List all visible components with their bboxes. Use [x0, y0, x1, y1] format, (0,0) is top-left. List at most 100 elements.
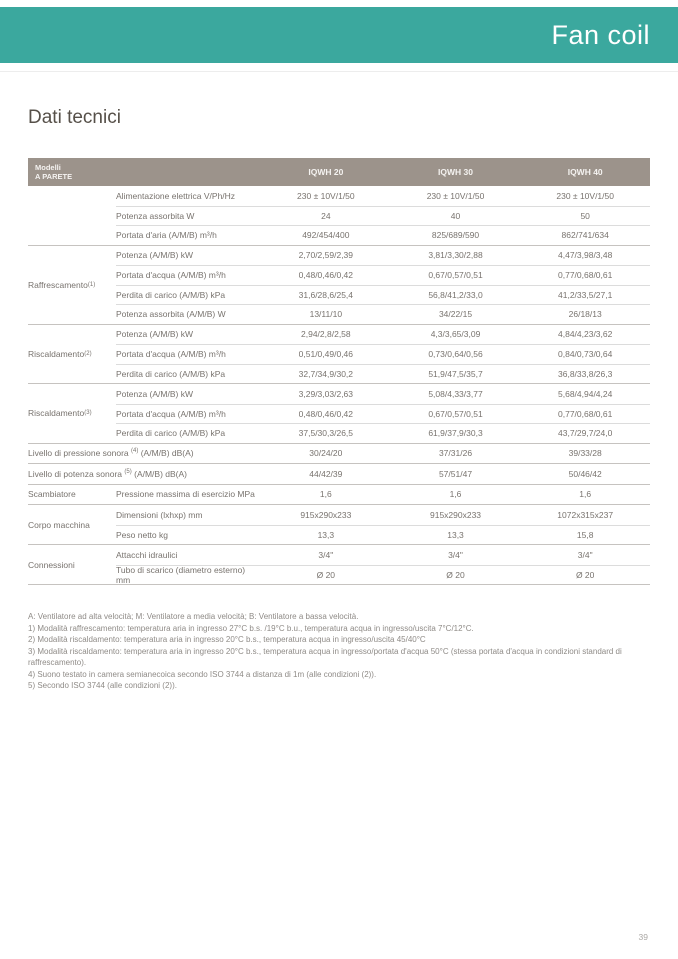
param-label: Alimentazione elettrica V/Ph/Hz: [116, 190, 236, 201]
value-cell: 3/4": [448, 549, 463, 560]
group-label: Connessioni: [28, 545, 116, 584]
value-cell: 56,8/41,2/33,0: [428, 289, 483, 300]
value-cell: 34/22/15: [438, 309, 473, 320]
group-rows: Potenza (A/M/B) kW 3,29/3,03/2,63 5,08/4,3…: [116, 384, 650, 443]
table-header-models-label: Modelli A PARETE: [28, 163, 261, 182]
value-cell: 37,5/30,3/26,5: [298, 428, 354, 439]
value-cell: 3,29/3,03/2,63: [298, 388, 354, 399]
value-cell: 3/4": [577, 549, 593, 560]
value-cell: 4,84/4,23/3,62: [558, 329, 613, 340]
row-label-suffix: (A/M/B) dB(A): [138, 448, 194, 459]
value-cell: 36,8/33,8/26,3: [558, 368, 613, 379]
value-cell: 0,67/0,57/0,51: [428, 408, 483, 419]
param-label: Potenza (A/M/B) kW: [116, 250, 193, 261]
value-cell: 3,81/3,30/2,88: [428, 250, 483, 261]
param-label: Portata d'acqua (A/M/B) m³/h: [116, 270, 226, 281]
param-label: Perdita di carico (A/M/B) kPa: [116, 368, 226, 379]
footnote-1: 1) Modalità raffrescamento: temperatura …: [28, 623, 474, 633]
group-label: Scambiatore: [28, 485, 116, 505]
row-label-suffix: (A/M/B) dB(A): [131, 468, 188, 479]
param-label: Attacchi idraulici: [116, 549, 178, 560]
value-cell: 0,51/0,49/0,46: [298, 349, 354, 360]
value-cell: 31,6/28,6/25,4: [298, 289, 354, 300]
group-label: Riscaldamento (3): [28, 408, 92, 419]
value-cell: 50/46/42: [568, 468, 602, 479]
value-cell: 13,3: [447, 529, 464, 540]
value-cell: 1,6: [579, 489, 592, 500]
footnote-3: 3) Modalità riscaldamento: temperatura a…: [28, 646, 622, 668]
table-row: Portata d'aria (A/M/B) m³/h 492/454/400 82…: [116, 225, 650, 245]
value-cell: 61,9/37,9/30,3: [428, 428, 483, 439]
value-cell: 50: [580, 210, 590, 221]
param-label: Dimensioni (lxhxp) mm: [116, 509, 203, 520]
param-label: Potenza assorbita (A/M/B) W: [116, 309, 226, 320]
param-label: Portata d'acqua (A/M/B) m³/h: [116, 408, 226, 419]
group-label: Riscaldamento (2): [28, 348, 92, 359]
value-cell: 0,48/0,46/0,42: [298, 408, 354, 419]
header-label-line2: A PARETE: [35, 172, 73, 181]
value-cell: 825/689/590: [431, 230, 480, 241]
value-cell: 4,3/3,65/3,09: [430, 329, 481, 340]
value-cell: 13/11/10: [309, 309, 343, 320]
group-label-text: Corpo macchina: [28, 519, 90, 530]
param-label: Portata d'aria (A/M/B) m³/h: [116, 230, 217, 241]
table-row: Portata d'acqua (A/M/B) m³/h 0,48/0,46/0,…: [116, 265, 650, 285]
value-cell: 230 ± 10V/1/50: [556, 190, 614, 201]
footnote-2: 2) Modalità riscaldamento: temperatura a…: [28, 635, 426, 644]
group-label-text: Riscaldamento: [28, 408, 85, 419]
value-cell: 57/51/47: [438, 468, 473, 479]
value-cell: 40: [450, 210, 461, 221]
param-label: Potenza (A/M/B) kW: [116, 388, 193, 399]
table-row: Potenza assorbita W 24 40 50: [116, 205, 650, 226]
header-divider: [0, 71, 678, 72]
value-cell: Ø 20: [575, 569, 595, 580]
table-body: Alimentazione elettrica V/Ph/Hz 230 ± 10V…: [28, 186, 650, 585]
param-label: Pressione massima di esercizio MPa: [116, 489, 255, 500]
footnotes: A: Ventilatore ad alta velocità; M: Vent…: [28, 611, 650, 692]
table-group: Raffrescamento (1) Potenza (A/M/B) kW 2,70/…: [28, 244, 650, 324]
value-cell: 41,2/33,5/27,1: [558, 289, 613, 300]
param-label: Tubo di scarico (diametro esterno) mm: [116, 564, 246, 585]
group-rows: Potenza (A/M/B) kW 2,70/2,59/2,39 3,81/3,3…: [116, 246, 650, 324]
table-row: Potenza (A/M/B) kW 3,29/3,03/2,63 5,08/4,3…: [116, 384, 650, 404]
value-cell: Ø 20: [316, 569, 336, 580]
param-label: Perdita di carico (A/M/B) kPa: [116, 289, 226, 300]
value-cell: 0,84/0,73/0,64: [558, 349, 613, 360]
page-number: 39: [638, 932, 648, 942]
param-label: Potenza assorbita W: [116, 210, 195, 221]
param-label: Potenza (A/M/B) kW: [116, 329, 193, 340]
table-group: Scambiatore Pressione massima di esercizi…: [28, 483, 650, 505]
value-cell: 5,68/4,94/4,24: [558, 388, 613, 399]
value-cell: 1,6: [449, 489, 462, 500]
value-cell: 0,77/0,68/0,61: [558, 270, 613, 281]
footnote-legend: A: Ventilatore ad alta velocità; M: Vent…: [28, 612, 359, 621]
value-cell: 230 ± 10V/1/50: [426, 190, 485, 201]
header-band: Fan coil: [0, 7, 678, 63]
value-cell: 0,48/0,46/0,42: [298, 270, 354, 281]
table-header-row: Modelli A PARETE IQWH 20 IQWH 30 IQWH 40: [28, 158, 650, 186]
row-label: Livello di potenza sonora (5) (A/M/B) dB…: [28, 469, 261, 479]
table-row: Alimentazione elettrica V/Ph/Hz 230 ± 10V…: [116, 186, 650, 206]
group-rows: Dimensioni (lxhxp) mm 915x290x233 915x290x…: [116, 505, 650, 544]
table-group: Riscaldamento (2) Potenza (A/M/B) kW 2,94/2…: [28, 323, 650, 384]
value-cell: 39/33/28: [568, 448, 602, 459]
group-label: Corpo macchina: [28, 505, 116, 544]
value-cell: 3/4": [318, 549, 334, 560]
row-label-sup: (4): [131, 448, 139, 455]
row-label: Livello di pressione sonora (4) (A/M/B) …: [28, 448, 261, 458]
value-cell: 4,47/3,98/3,48: [558, 250, 613, 261]
row-label-prefix: Livello di pressione sonora: [28, 448, 132, 459]
table-row: Livello di pressione sonora (4) (A/M/B) …: [28, 444, 650, 464]
group-label: [28, 186, 116, 245]
value-cell: 37/31/26: [438, 448, 473, 459]
table-row: Attacchi idraulici 3/4" 3/4" 3/4": [116, 545, 650, 565]
table-group: Corpo macchina Dimensioni (lxhxp) mm 915x2…: [28, 504, 650, 544]
table-group: Alimentazione elettrica V/Ph/Hz 230 ± 10V…: [28, 186, 650, 245]
column-header-model-3: IQWH 40: [567, 167, 603, 177]
footnote-5: 5) Secondo ISO 3744 (alle condizioni (2)…: [28, 681, 177, 690]
group-label-text: Connessioni: [28, 559, 75, 570]
value-cell: 30/24/20: [309, 448, 343, 459]
row-label-sup: (5): [124, 468, 132, 475]
group-rows: Potenza (A/M/B) kW 2,94/2,8/2,58 4,3/3,65/…: [116, 325, 650, 384]
table-row: Potenza assorbita (A/M/B) W 13/11/10 34/22…: [116, 304, 650, 324]
